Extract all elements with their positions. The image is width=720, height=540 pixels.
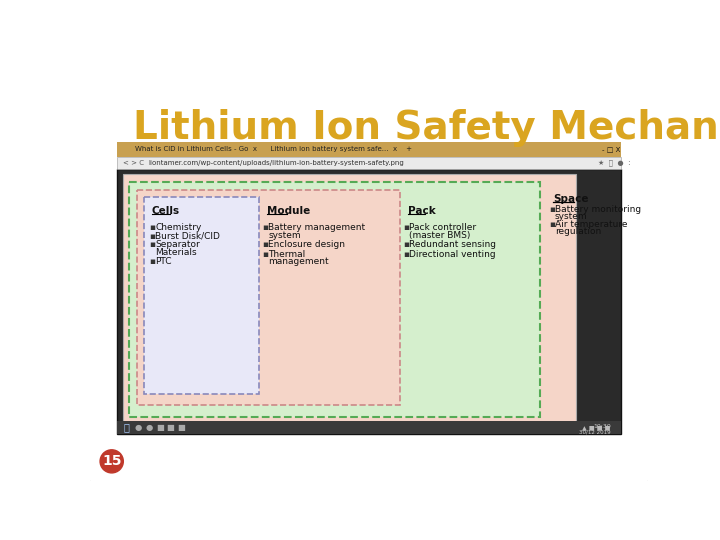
Text: ▪: ▪ bbox=[149, 224, 155, 232]
Text: ▪: ▪ bbox=[262, 249, 268, 259]
Text: ⧧: ⧧ bbox=[123, 422, 129, 433]
Text: 15: 15 bbox=[102, 454, 122, 468]
Bar bbox=[117, 168, 621, 434]
Text: system: system bbox=[555, 212, 588, 221]
Text: regulation: regulation bbox=[555, 227, 601, 237]
Text: Air temperature: Air temperature bbox=[555, 220, 628, 230]
Text: ▪: ▪ bbox=[403, 240, 409, 249]
Text: Redundant sensing: Redundant sensing bbox=[409, 240, 496, 249]
Text: (master BMS): (master BMS) bbox=[409, 231, 471, 240]
Text: 30/12 2019: 30/12 2019 bbox=[579, 430, 611, 435]
Text: ▲ ■ ■ ■: ▲ ■ ■ ■ bbox=[582, 425, 611, 430]
Circle shape bbox=[100, 450, 123, 473]
Text: PTC: PTC bbox=[155, 257, 171, 266]
Text: Directional venting: Directional venting bbox=[409, 249, 496, 259]
Text: ▪: ▪ bbox=[262, 224, 268, 232]
Text: ▪: ▪ bbox=[149, 232, 155, 241]
Text: What is CID in Lithium Cells - Go  x      Lithium ion battery system safe...  x : What is CID in Lithium Cells - Go x Lith… bbox=[135, 146, 412, 152]
Text: management: management bbox=[269, 257, 329, 266]
Text: Materials: Materials bbox=[155, 248, 197, 257]
Text: Space: Space bbox=[554, 194, 589, 204]
Text: Battery monitoring: Battery monitoring bbox=[555, 205, 641, 214]
Text: ■: ■ bbox=[178, 423, 186, 432]
Bar bbox=[117, 421, 621, 434]
Bar bbox=[117, 142, 621, 157]
Text: ●: ● bbox=[145, 423, 152, 432]
Text: Chemistry: Chemistry bbox=[155, 224, 202, 232]
Text: Pack: Pack bbox=[408, 206, 436, 217]
Text: liontamer.com/wp-content/uploads/lithium-ion-battery-system-safety.png: liontamer.com/wp-content/uploads/lithium… bbox=[148, 160, 404, 166]
FancyBboxPatch shape bbox=[88, 63, 650, 483]
Text: ▪: ▪ bbox=[549, 205, 555, 214]
Text: ▪: ▪ bbox=[149, 240, 155, 249]
Text: ★  ⧉  ●  :: ★ ⧉ ● : bbox=[598, 160, 630, 166]
Text: ▪: ▪ bbox=[549, 220, 555, 230]
Text: Cells: Cells bbox=[152, 206, 180, 217]
Text: < > C: < > C bbox=[122, 160, 143, 166]
Text: ●: ● bbox=[134, 423, 141, 432]
Text: ▪: ▪ bbox=[403, 249, 409, 259]
Text: Pack controller: Pack controller bbox=[409, 224, 477, 232]
Bar bbox=[144, 197, 259, 394]
Text: 10:30: 10:30 bbox=[593, 424, 611, 429]
Text: ▪: ▪ bbox=[262, 240, 268, 249]
Text: - □ X: - □ X bbox=[601, 146, 620, 152]
Text: Module: Module bbox=[266, 206, 310, 217]
Bar bbox=[117, 157, 621, 169]
Text: ▪: ▪ bbox=[403, 224, 409, 232]
Text: Thermal: Thermal bbox=[269, 249, 305, 259]
Text: Separator: Separator bbox=[155, 240, 200, 249]
Bar bbox=[137, 190, 400, 405]
Text: Burst Disk/CID: Burst Disk/CID bbox=[155, 232, 220, 241]
Text: ■: ■ bbox=[156, 423, 163, 432]
Text: Battery management: Battery management bbox=[269, 224, 365, 232]
Text: Lithium Ion Safety Mechanism: Lithium Ion Safety Mechanism bbox=[132, 110, 720, 147]
Text: ▪: ▪ bbox=[149, 257, 155, 266]
Bar bbox=[129, 182, 539, 417]
Text: ■: ■ bbox=[167, 423, 175, 432]
Text: system: system bbox=[269, 231, 301, 240]
Bar bbox=[122, 174, 576, 428]
Text: Enclosure design: Enclosure design bbox=[269, 240, 346, 249]
